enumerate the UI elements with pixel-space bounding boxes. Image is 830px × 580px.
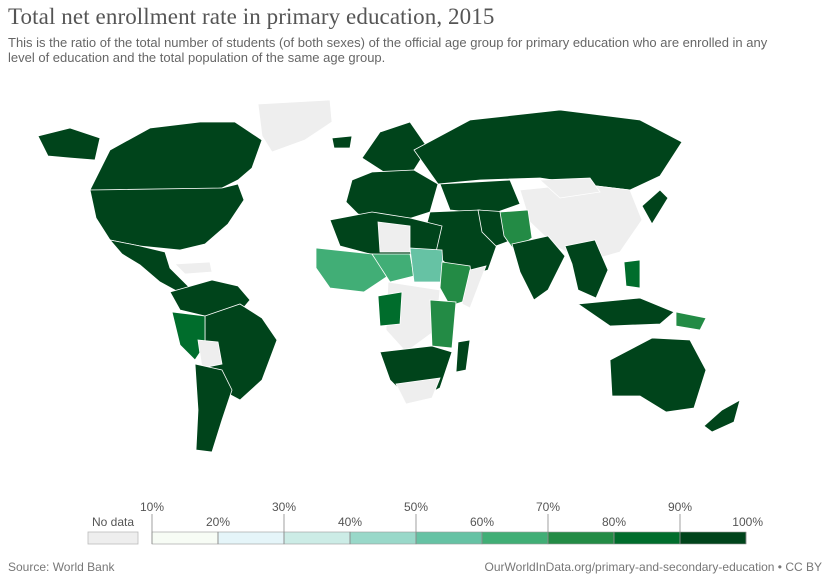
legend-bin [349, 531, 417, 545]
license-link[interactable]: OurWorldInData.org/primary-and-secondary… [484, 560, 822, 574]
legend-tick-label: 40% [338, 515, 362, 529]
region-iceland[interactable] [331, 135, 353, 149]
source-note: Source: World Bank [8, 560, 115, 574]
region-argentina-chile[interactable] [194, 363, 233, 453]
region-europe[interactable] [345, 169, 439, 221]
legend-tick-label: 90% [668, 500, 692, 514]
region-congo[interactable] [377, 291, 403, 327]
region-madagascar[interactable] [455, 339, 471, 373]
world-map[interactable] [0, 90, 830, 470]
chart-title: Total net enrollment rate in primary edu… [8, 4, 495, 29]
region-bolivia [197, 339, 223, 369]
region-somalia [461, 265, 487, 309]
region-east-africa[interactable] [429, 299, 457, 349]
region-india[interactable] [511, 235, 566, 301]
region-south-africa [395, 377, 441, 405]
region-southeast-asia[interactable] [564, 239, 609, 299]
map-svg[interactable] [0, 90, 830, 470]
legend-tick-label: 80% [602, 515, 626, 529]
legend-bin [415, 531, 483, 545]
region-kazakhstan[interactable] [439, 179, 521, 215]
region-papua-new-guinea[interactable] [675, 311, 707, 331]
chart-subtitle: This is the ratio of the total number of… [8, 35, 768, 65]
legend-no-data-label: No data [92, 515, 134, 529]
legend-tick-label: 30% [272, 500, 296, 514]
legend-bin [547, 531, 615, 545]
region-mongolia [539, 177, 601, 199]
region-sudan[interactable] [409, 247, 445, 283]
region-usa[interactable] [89, 183, 245, 251]
legend-no-data-swatch [87, 531, 139, 545]
region-cuba-caribbean [174, 261, 213, 275]
legend-tick-label: 50% [404, 500, 428, 514]
region-colombia-venezuela[interactable] [169, 279, 251, 317]
legend-tick-label: 70% [536, 500, 560, 514]
legend-tick-label: 60% [470, 515, 494, 529]
legend-bin [283, 531, 351, 545]
region-indonesia[interactable] [576, 297, 675, 327]
region-libya [377, 221, 411, 253]
region-philippines[interactable] [623, 259, 641, 289]
legend-tick-label: 20% [206, 515, 230, 529]
region-australia[interactable] [609, 337, 707, 413]
legend-tick-label: 10% [140, 500, 164, 514]
region-greenland [257, 99, 333, 153]
legend-tick-label: 100% [732, 515, 763, 529]
region-new-zealand[interactable] [703, 399, 741, 433]
legend-bin [481, 531, 549, 545]
legend-bin [679, 531, 747, 545]
region-japan[interactable] [641, 189, 669, 225]
legend-bin [217, 531, 285, 545]
legend-bin [151, 531, 219, 545]
legend-svg: No data 10% 20% 30% 40% 50% 60% 70% 80% 90% 100% [87, 500, 763, 545]
region-canada[interactable] [89, 121, 263, 191]
color-legend: No data 10% 20% 30% 40% 50% 60% 70% 80% 90% 100% [0, 495, 830, 555]
region-china [519, 183, 643, 263]
legend-bins: 10% 20% 30% 40% 50% 60% 70% 80% 90% 100% [140, 500, 763, 545]
legend-bin [613, 531, 681, 545]
region-russia[interactable] [413, 109, 683, 191]
region-alaska[interactable] [37, 127, 101, 161]
